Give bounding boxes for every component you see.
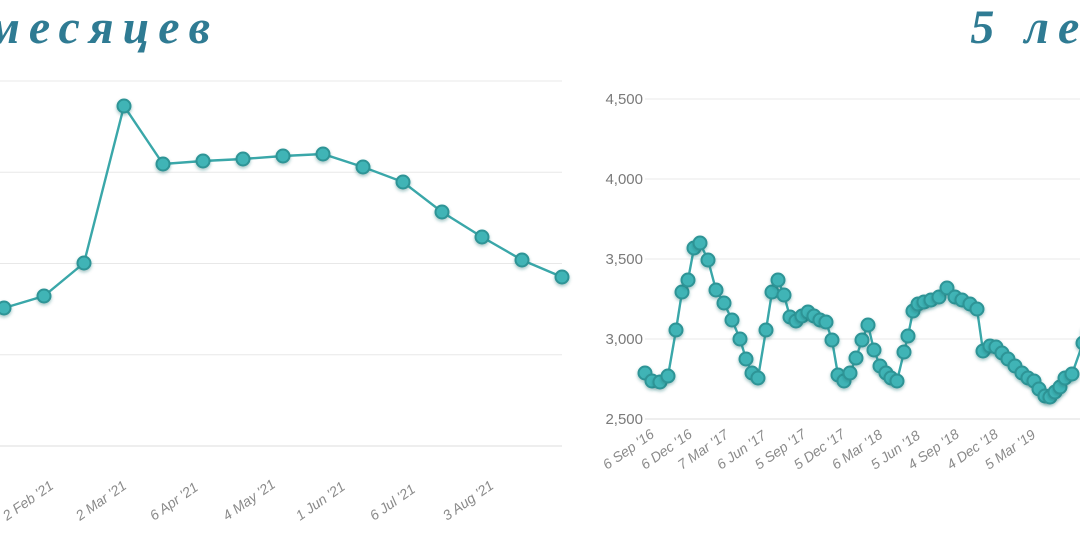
svg-text:3,000: 3,000: [605, 331, 643, 348]
svg-text:4,000: 4,000: [605, 171, 643, 188]
svg-text:2,500: 2,500: [605, 411, 643, 428]
svg-text:4,500: 4,500: [605, 91, 643, 108]
svg-text:3,500: 3,500: [605, 251, 643, 268]
